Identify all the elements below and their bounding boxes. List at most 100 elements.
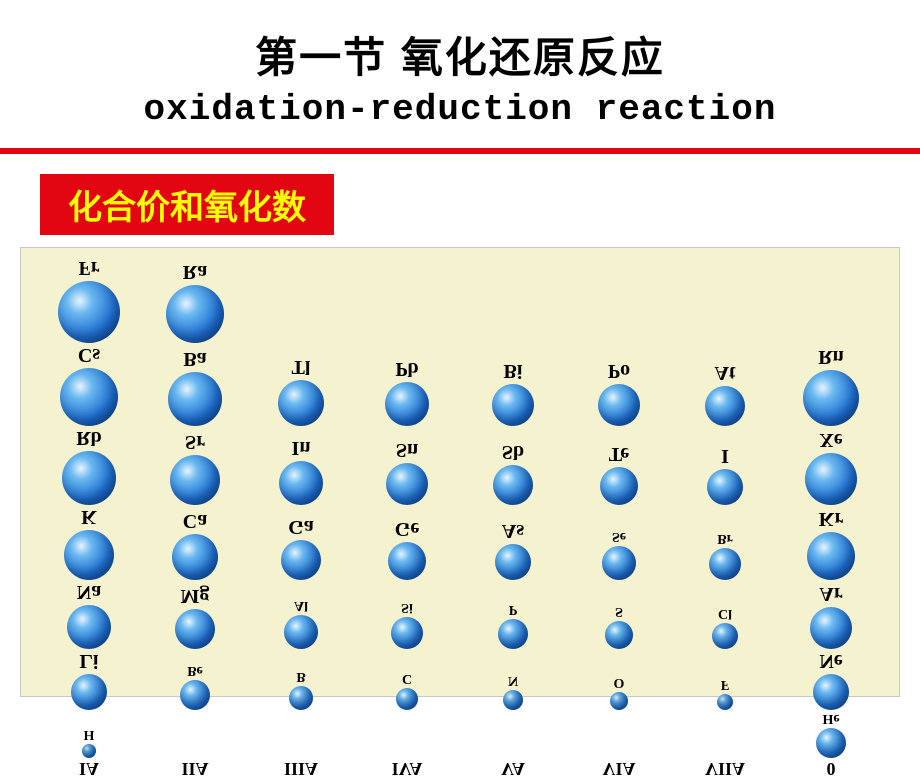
element-symbol: Sn: [396, 438, 418, 461]
element-cell: Fr: [39, 256, 139, 343]
group-label-cell: IIIA: [251, 758, 351, 779]
element-cell: Be: [145, 662, 245, 710]
element-symbol: Pb: [395, 357, 418, 380]
group-label: IA: [79, 758, 99, 779]
element-cell: K: [39, 505, 139, 580]
atom-sphere: [278, 380, 324, 426]
element-symbol: K: [81, 505, 97, 528]
element-symbol: Ba: [183, 347, 206, 370]
element-symbol: Cs: [78, 343, 100, 366]
element-symbol: At: [714, 361, 735, 384]
element-cell: Cl: [675, 605, 775, 649]
element-cell: C: [357, 670, 457, 710]
element-symbol: Te: [609, 442, 629, 465]
group-label: VA: [501, 758, 525, 779]
element-symbol: Po: [608, 359, 630, 382]
element-symbol: C: [402, 670, 412, 686]
group-label-cell: IA: [39, 758, 139, 779]
atom-sphere: [168, 372, 222, 426]
atom-sphere: [172, 534, 218, 580]
divider-rule: [0, 148, 920, 154]
atom-sphere: [492, 384, 534, 426]
element-cell: Po: [569, 359, 669, 426]
element-cell: Mg: [145, 584, 245, 649]
element-cell: I: [675, 444, 775, 505]
periodic-table-grid: FrRaCsBaTlPbBiPoAtRnRbSrInSnSbTeIXeKCaGa…: [21, 248, 899, 696]
atom-sphere: [493, 465, 533, 505]
atom-sphere: [705, 386, 745, 426]
atom-sphere: [600, 467, 638, 505]
element-cell: Sn: [357, 438, 457, 505]
atom-sphere: [386, 463, 428, 505]
group-label: VIIA: [705, 758, 745, 779]
atom-sphere: [388, 542, 426, 580]
atom-sphere: [175, 609, 215, 649]
sub-heading: 化合价和氧化数: [40, 174, 334, 235]
atom-sphere: [498, 619, 528, 649]
element-cell: O: [569, 674, 669, 710]
atom-sphere: [284, 615, 318, 649]
group-label: VIA: [602, 758, 635, 779]
element-symbol: Rb: [76, 426, 102, 449]
atom-sphere: [813, 674, 849, 710]
group-label-cell: 0: [781, 758, 881, 779]
element-cell: B: [251, 668, 351, 710]
table-row: LiBeBCNOFNe: [39, 649, 881, 710]
element-cell: Ne: [781, 649, 881, 710]
element-cell: Ba: [145, 347, 245, 426]
atom-sphere: [62, 451, 116, 505]
atom-sphere: [807, 532, 855, 580]
table-row: Cs Ba Tl Pb Bi Po At Rn: [39, 343, 881, 426]
atom-sphere: [180, 680, 210, 710]
element-symbol: Br: [717, 530, 733, 546]
element-symbol: Be: [187, 662, 203, 678]
atom-sphere: [712, 623, 738, 649]
atom-sphere: [396, 688, 418, 710]
atom-sphere: [709, 548, 741, 580]
element-symbol: I: [721, 444, 729, 467]
element-symbol: Kr: [819, 507, 843, 530]
atom-sphere: [598, 384, 640, 426]
periodic-chart: FrRaCsBaTlPbBiPoAtRnRbSrInSnSbTeIXeKCaGa…: [20, 247, 900, 697]
atom-sphere: [717, 694, 733, 710]
group-label: 0: [827, 758, 836, 779]
atom-sphere: [810, 607, 852, 649]
element-cell: Se: [569, 528, 669, 580]
element-symbol: He: [822, 710, 839, 726]
table-row: FrRa: [39, 256, 881, 343]
atom-sphere: [805, 453, 857, 505]
element-cell: Tl: [251, 355, 351, 426]
atom-sphere: [503, 690, 523, 710]
title-chinese: 第一节 氧化还原反应: [0, 24, 920, 85]
atom-sphere: [281, 540, 321, 580]
table-row: KCaGaGeAsSeBrKr: [39, 505, 881, 580]
atom-sphere: [71, 674, 107, 710]
element-symbol: Ga: [288, 515, 314, 538]
element-cell: Rb: [39, 426, 139, 505]
element-cell: Te: [569, 442, 669, 505]
element-cell: F: [675, 676, 775, 710]
atom-sphere: [495, 544, 531, 580]
element-cell: Ca: [145, 509, 245, 580]
element-symbol: Mg: [181, 584, 210, 607]
element-symbol: Se: [612, 528, 626, 544]
element-cell: Br: [675, 530, 775, 580]
element-cell: Sr: [145, 430, 245, 505]
atom-sphere: [58, 281, 120, 343]
group-label-cell: VIA: [569, 758, 669, 779]
element-cell: Bi: [463, 359, 563, 426]
atom-sphere: [166, 285, 224, 343]
atom-sphere: [610, 692, 628, 710]
element-symbol: Bi: [504, 359, 523, 382]
title-english: oxidation-reduction reaction: [0, 89, 920, 130]
atom-sphere: [816, 728, 846, 758]
element-cell: Si: [357, 599, 457, 649]
element-cell: Cs: [39, 343, 139, 426]
element-symbol: Ar: [819, 582, 842, 605]
element-symbol: Tl: [292, 355, 311, 378]
element-cell: At: [675, 361, 775, 426]
element-symbol: Sr: [185, 430, 205, 453]
element-symbol: Rn: [818, 345, 844, 368]
element-cell: Ar: [781, 582, 881, 649]
atom-sphere: [170, 455, 220, 505]
